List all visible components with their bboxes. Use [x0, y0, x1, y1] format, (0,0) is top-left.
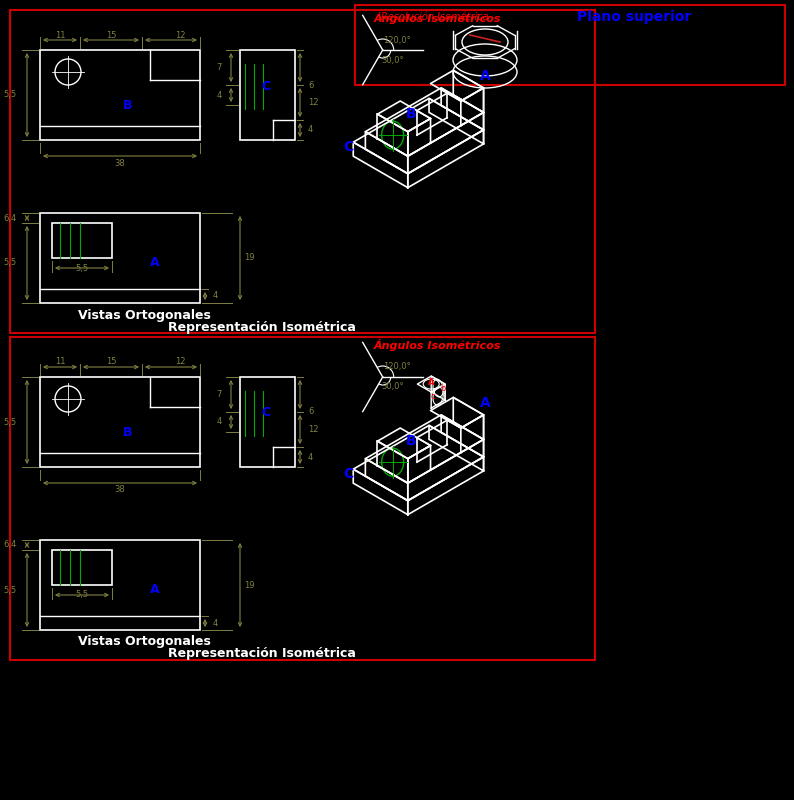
Text: 4: 4	[308, 126, 314, 134]
Text: 6: 6	[308, 407, 314, 417]
Text: 120,0°: 120,0°	[383, 35, 410, 45]
Bar	[52, 223, 112, 258]
Text: Ángulos Isométricos: Ángulos Isométricos	[373, 339, 501, 351]
Text: C: C	[262, 79, 271, 93]
Text: 12: 12	[308, 425, 318, 434]
Text: B: B	[406, 434, 416, 448]
Text: 5,5: 5,5	[4, 90, 17, 99]
Bar	[52, 550, 112, 585]
Text: 120,0°: 120,0°	[383, 362, 410, 371]
Bar	[40, 50, 200, 140]
Text: 4: 4	[213, 618, 218, 627]
Text: Representación Isométrica: Representación Isométrica	[168, 321, 356, 334]
Text: 15: 15	[106, 30, 116, 39]
Text: 4: 4	[308, 453, 314, 462]
Text: C: C	[343, 467, 353, 482]
Text: 11: 11	[55, 358, 65, 366]
Text: 19: 19	[244, 254, 255, 262]
Bar	[10, 10, 595, 333]
Text: Resolución Isométrica: Resolución Isométrica	[381, 12, 489, 22]
Text: Vistas Ortogonales: Vistas Ortogonales	[78, 309, 211, 322]
Bar	[40, 213, 200, 303]
Text: 19: 19	[244, 581, 255, 590]
Text: 7: 7	[217, 390, 222, 399]
Text: Plano superior: Plano superior	[577, 10, 692, 24]
Text: 30,0°: 30,0°	[381, 55, 404, 65]
Text: B: B	[406, 107, 416, 121]
Text: 12: 12	[175, 358, 185, 366]
Text: 4: 4	[217, 90, 222, 99]
Text: B: B	[123, 426, 133, 439]
Text: 12: 12	[175, 30, 185, 39]
Text: 6,4: 6,4	[4, 541, 17, 550]
Text: 30,0°: 30,0°	[381, 382, 404, 391]
Text: 4: 4	[217, 418, 222, 426]
Text: 6: 6	[308, 81, 314, 90]
Bar	[240, 50, 295, 140]
Text: 5,5: 5,5	[4, 586, 17, 594]
Text: Ángulos Isométricos: Ángulos Isométricos	[373, 12, 501, 24]
Text: B: B	[123, 99, 133, 112]
Text: b: b	[441, 383, 445, 393]
Text: 7: 7	[217, 63, 222, 72]
Text: 4: 4	[213, 291, 218, 301]
Text: A: A	[150, 583, 160, 596]
Text: A: A	[150, 256, 160, 269]
Text: A: A	[428, 378, 434, 386]
Text: 5,5: 5,5	[4, 258, 17, 267]
Text: 38: 38	[114, 158, 125, 167]
Bar	[10, 337, 595, 660]
Bar	[355, 5, 785, 85]
Text: 5,5: 5,5	[4, 418, 17, 426]
Text: C: C	[343, 141, 353, 154]
Text: c: c	[431, 391, 435, 401]
Text: 15: 15	[106, 358, 116, 366]
Text: 6,4: 6,4	[4, 214, 17, 222]
Text: C: C	[262, 406, 271, 419]
Bar	[240, 377, 295, 467]
Text: A: A	[480, 396, 491, 410]
Bar	[40, 377, 200, 467]
Text: 11: 11	[55, 30, 65, 39]
Text: 38: 38	[114, 486, 125, 494]
Text: 5,5: 5,5	[75, 263, 89, 273]
Text: A: A	[480, 69, 491, 83]
Text: Representación Isométrica: Representación Isométrica	[168, 647, 356, 661]
Text: 5,5: 5,5	[75, 590, 89, 599]
Bar	[40, 540, 200, 630]
Text: Vistas Ortogonales: Vistas Ortogonales	[78, 635, 211, 649]
Text: 12: 12	[308, 98, 318, 107]
